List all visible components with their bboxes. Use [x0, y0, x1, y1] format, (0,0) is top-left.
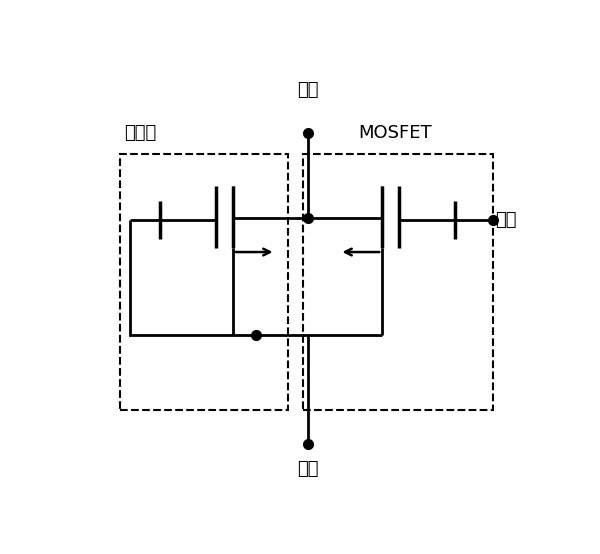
Text: 漏极: 漏极: [297, 81, 318, 99]
Bar: [303, 154, 493, 410]
Text: MOSFET: MOSFET: [359, 124, 433, 142]
Text: 源极: 源极: [297, 460, 318, 478]
Text: 二极管: 二极管: [124, 124, 157, 142]
Text: 尵极: 尵极: [495, 211, 517, 229]
Bar: [120, 154, 289, 410]
